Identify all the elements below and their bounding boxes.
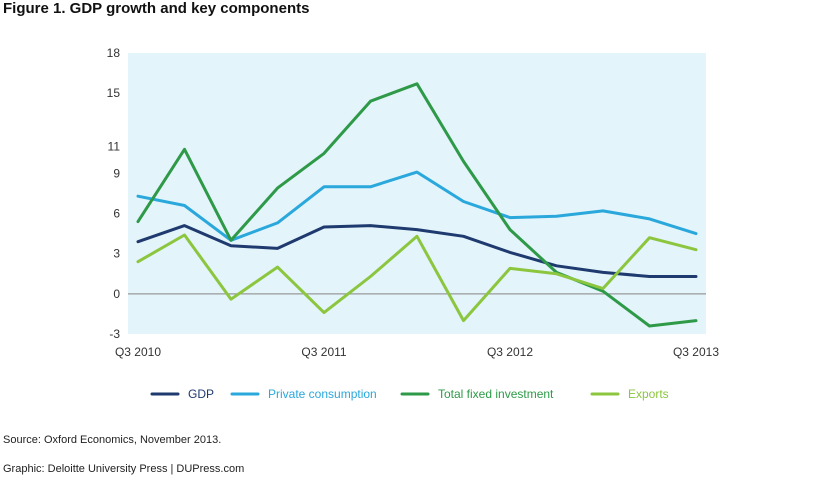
x-tick-label: Q3 2012 <box>487 345 533 359</box>
series-line-exports <box>136 233 698 323</box>
y-axis: -3 0 3 6 9 11 15 18 <box>107 46 121 341</box>
y-tick-label: 0 <box>113 287 120 301</box>
y-tick-label: -3 <box>109 327 120 341</box>
y-tick-label: 6 <box>113 207 120 221</box>
legend: GDP Private consumption Total fixed invest… <box>150 387 669 401</box>
x-tick-label: Q3 2013 <box>673 345 719 359</box>
source-note: Source: Oxford Economics, November 2013. <box>3 434 222 446</box>
legend-label-gdp: GDP <box>188 387 214 401</box>
y-tick-label: 18 <box>107 46 121 60</box>
y-tick-label: 9 <box>113 166 120 180</box>
legend-label-exports: Exports <box>628 387 669 401</box>
credit-note: Graphic: Deloitte University Press | DUP… <box>3 463 245 475</box>
plot-area <box>128 53 706 334</box>
y-tick-label: 11 <box>108 140 121 154</box>
legend-label-total-fixed-investment: Total fixed investment <box>438 387 554 401</box>
legend-label-private-consumption: Private consumption <box>268 387 377 401</box>
chart-title: Figure 1. GDP growth and key components <box>3 0 310 17</box>
x-axis: Q3 2010 Q3 2011 Q3 2012 Q3 2013 <box>115 345 719 359</box>
series-lines <box>136 82 698 328</box>
series-line-total-fixed-investment <box>136 82 698 328</box>
y-tick-label: 15 <box>107 86 121 100</box>
series-line-gdp <box>136 224 698 278</box>
x-tick-label: Q3 2011 <box>301 345 346 359</box>
x-tick-label: Q3 2010 <box>115 345 161 359</box>
y-tick-label: 3 <box>113 247 120 261</box>
